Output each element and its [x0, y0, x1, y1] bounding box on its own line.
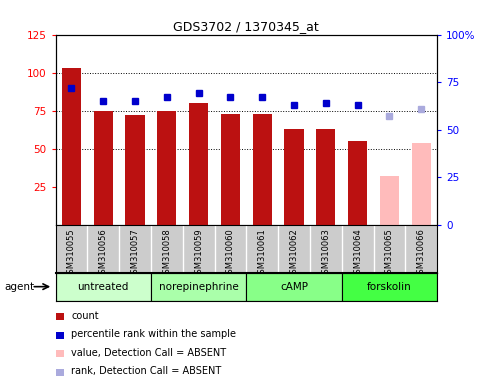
Bar [380, 176, 399, 225]
Bar [94, 111, 113, 225]
Bar [189, 103, 208, 225]
Bar [56, 273, 151, 301]
Text: value, Detection Call = ABSENT: value, Detection Call = ABSENT [71, 348, 227, 358]
Text: agent: agent [5, 282, 35, 292]
Text: GSM310062: GSM310062 [289, 228, 298, 279]
Bar [284, 129, 303, 225]
Text: count: count [71, 311, 99, 321]
Text: GSM310061: GSM310061 [258, 228, 267, 279]
Text: GSM310065: GSM310065 [385, 228, 394, 279]
Bar [246, 273, 342, 301]
Bar [412, 142, 431, 225]
Text: GSM310066: GSM310066 [417, 228, 426, 279]
Text: percentile rank within the sample: percentile rank within the sample [71, 329, 237, 339]
Bar [342, 273, 437, 301]
Bar [62, 68, 81, 225]
Bar [157, 111, 176, 225]
Text: untreated: untreated [78, 282, 129, 292]
Text: GSM310058: GSM310058 [162, 228, 171, 279]
Text: GSM310057: GSM310057 [130, 228, 140, 279]
Text: GSM310064: GSM310064 [353, 228, 362, 279]
Bar [316, 129, 335, 225]
Text: GSM310055: GSM310055 [67, 228, 76, 279]
Title: GDS3702 / 1370345_at: GDS3702 / 1370345_at [173, 20, 319, 33]
Text: rank, Detection Call = ABSENT: rank, Detection Call = ABSENT [71, 366, 222, 376]
Bar [221, 114, 240, 225]
Text: GSM310060: GSM310060 [226, 228, 235, 279]
Bar [126, 115, 144, 225]
Text: GSM310059: GSM310059 [194, 228, 203, 279]
Bar [253, 114, 272, 225]
Text: GSM310056: GSM310056 [99, 228, 108, 279]
Text: norepinephrine: norepinephrine [159, 282, 239, 292]
Text: forskolin: forskolin [367, 282, 412, 292]
Bar [348, 141, 367, 225]
Text: GSM310063: GSM310063 [321, 228, 330, 279]
Bar [151, 273, 246, 301]
Text: cAMP: cAMP [280, 282, 308, 292]
